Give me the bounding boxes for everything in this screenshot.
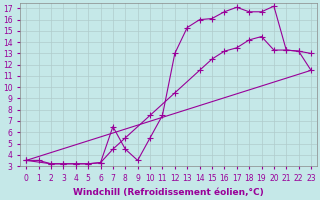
X-axis label: Windchill (Refroidissement éolien,°C): Windchill (Refroidissement éolien,°C) <box>73 188 264 197</box>
